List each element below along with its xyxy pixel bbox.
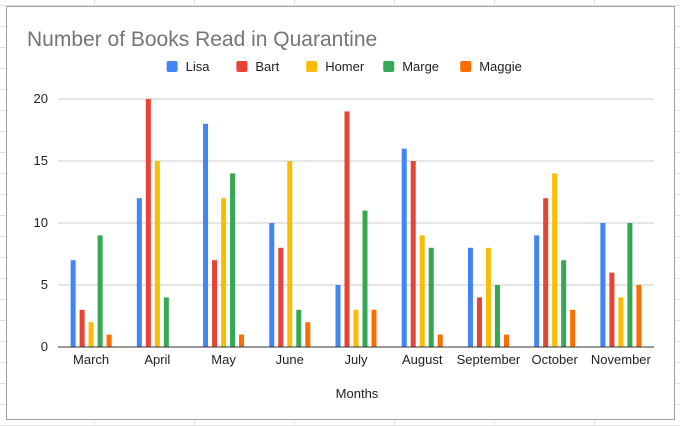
y-axis-ticks: 0 5 10 15 20 [34, 91, 48, 354]
legend-swatch [306, 61, 318, 72]
bar [106, 334, 112, 347]
legend-label: Bart [255, 59, 279, 74]
y-tick-label: 5 [41, 277, 48, 292]
bar [437, 334, 443, 347]
bar [335, 285, 341, 347]
y-tick-label: 0 [41, 339, 48, 354]
bar [570, 309, 576, 347]
bar [401, 148, 407, 347]
x-tick-label: November [591, 352, 652, 367]
bar [344, 111, 350, 348]
bar [353, 309, 359, 347]
legend: Lisa Bart Homer Marge Maggie [166, 59, 522, 74]
chart-title: Number of Books Read in Quarantine [27, 28, 377, 51]
x-tick-label: June [276, 352, 304, 367]
bar [636, 285, 642, 347]
bar [154, 161, 160, 347]
bar [371, 309, 377, 347]
bar [428, 247, 434, 347]
bar [561, 260, 567, 347]
bar [136, 198, 142, 347]
bar [212, 260, 218, 347]
bar [203, 123, 209, 347]
legend-label: Marge [402, 59, 439, 74]
legend-swatch [236, 61, 248, 72]
chart-container[interactable]: Number of Books Read in Quarantine Lisa B… [6, 6, 675, 420]
bar [88, 322, 94, 347]
bar [467, 247, 473, 347]
bar [476, 297, 482, 347]
bar [239, 334, 245, 347]
bar [494, 285, 500, 347]
x-tick-label: July [344, 352, 368, 367]
y-tick-label: 20 [34, 91, 48, 106]
legend-swatch [166, 61, 178, 72]
y-tick-label: 15 [34, 153, 48, 168]
bar [485, 247, 491, 347]
bar [287, 161, 293, 347]
bar [419, 235, 425, 347]
bar [410, 161, 416, 347]
bar [296, 309, 302, 347]
bar [145, 99, 151, 347]
x-tick-label: October [532, 352, 579, 367]
bar [278, 247, 284, 347]
bar [618, 297, 624, 347]
bar [269, 223, 275, 347]
bar [163, 297, 169, 347]
bar [627, 223, 633, 347]
x-tick-label: September [457, 352, 521, 367]
bar [79, 309, 85, 347]
bars [70, 99, 642, 348]
x-axis-ticks: March April May June July August September Octo… [73, 352, 651, 367]
x-axis-title: Months [336, 386, 379, 401]
x-tick-label: May [211, 352, 236, 367]
bar [70, 260, 76, 347]
bar [97, 235, 103, 347]
bar [534, 235, 540, 347]
bar [221, 198, 227, 347]
x-tick-label: April [144, 352, 170, 367]
legend-label: Maggie [479, 59, 522, 74]
y-tick-label: 10 [34, 215, 48, 230]
x-tick-label: March [73, 352, 109, 367]
bar [305, 322, 311, 347]
bar-chart: Number of Books Read in Quarantine Lisa B… [27, 28, 654, 401]
bar [609, 272, 615, 347]
legend-swatch [383, 61, 395, 72]
legend-label: Lisa [186, 59, 211, 74]
bar [552, 173, 558, 347]
bar [543, 198, 549, 347]
legend-swatch [460, 61, 472, 72]
bar [503, 334, 509, 347]
bar [230, 173, 236, 347]
x-tick-label: August [402, 352, 443, 367]
legend-label: Homer [325, 59, 365, 74]
bar [600, 223, 606, 347]
bar [362, 210, 368, 347]
